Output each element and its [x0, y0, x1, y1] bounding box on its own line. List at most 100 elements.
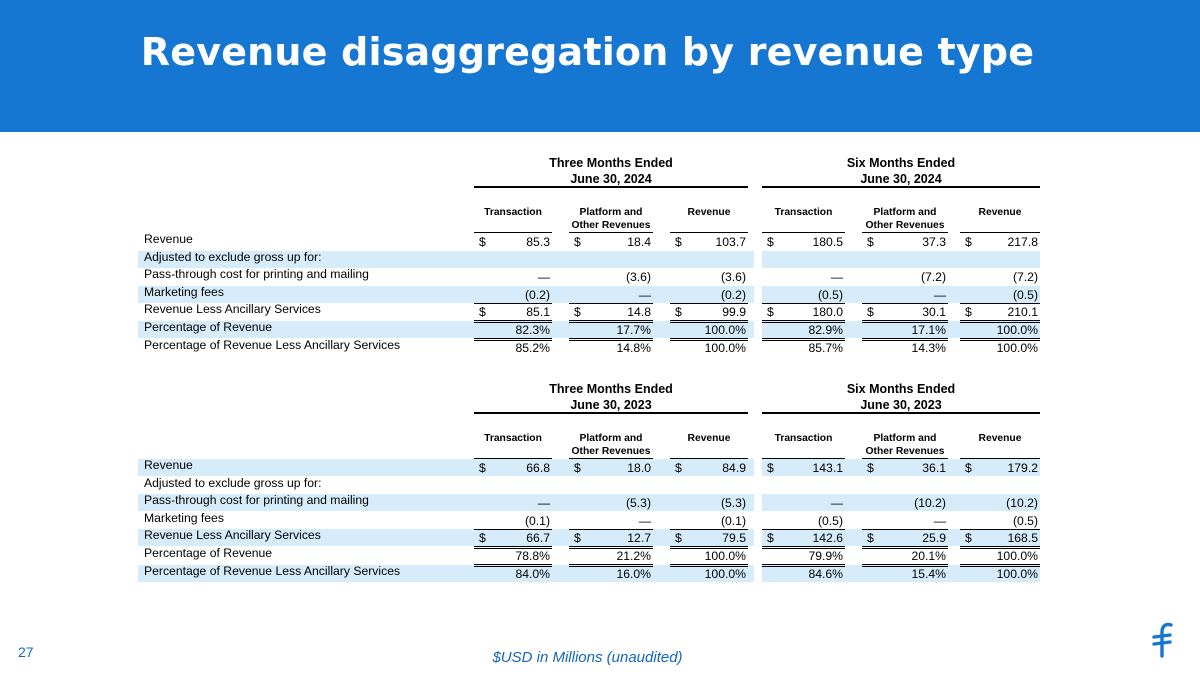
- subtotal-rule: [762, 529, 845, 531]
- period-header-line1: Three Months Ended: [549, 156, 673, 170]
- band-gap: [754, 459, 762, 476]
- column-header-line2: Other Revenues: [571, 446, 651, 457]
- row-label: Marketing fees: [144, 510, 224, 525]
- row-label: Revenue: [144, 458, 193, 472]
- column-header-line2: Transaction: [774, 433, 833, 444]
- period-header: Three Months Ended June 30, 2023: [474, 381, 748, 413]
- cell-value: 84.6%: [808, 566, 843, 581]
- table-cell: —: [762, 269, 845, 286]
- table-cell: (5.3): [670, 495, 748, 512]
- cell-value: 85.7%: [808, 340, 843, 355]
- period-header: Six Months Ended June 30, 2023: [762, 381, 1040, 413]
- column-header-line2: Revenue: [687, 433, 731, 444]
- column-header-underline: [569, 232, 653, 233]
- table-cell: [862, 478, 948, 495]
- table-cell: $142.6: [762, 530, 845, 547]
- table-cell: —: [474, 269, 552, 286]
- column-header: Revenue: [960, 206, 1040, 219]
- total-double-rule: [762, 320, 845, 323]
- flywire-f-logo-icon: [1152, 622, 1173, 658]
- percent-double-rule: [960, 563, 1040, 567]
- currency-symbol: $: [675, 305, 682, 320]
- percent-double-rule: [474, 563, 552, 567]
- subtotal-rule: [569, 529, 653, 531]
- subtotal-rule: [960, 303, 1040, 305]
- total-double-rule: [670, 546, 748, 549]
- column-header-underline: [569, 458, 653, 459]
- table-cell: 17.1%: [862, 322, 948, 339]
- column-header-underline: [762, 458, 845, 459]
- cell-value: 100.0%: [704, 340, 746, 355]
- column-header-line2: Transaction: [484, 207, 542, 218]
- currency-symbol: $: [965, 305, 972, 320]
- table-cell: $210.1: [960, 304, 1040, 321]
- table-cell: —: [569, 287, 653, 304]
- cell-value: —: [933, 513, 946, 528]
- currency-symbol: $: [965, 531, 972, 546]
- cell-value: 217.8: [1007, 235, 1039, 249]
- table-cell: (7.2): [862, 269, 948, 286]
- table-cell: $36.1: [862, 460, 948, 477]
- table-cell: $66.7: [474, 530, 552, 547]
- table-cell: 16.0%: [569, 566, 653, 583]
- cell-value: 30.1: [922, 305, 946, 320]
- currency-symbol: $: [867, 461, 874, 475]
- page-number: 27: [18, 644, 34, 660]
- table-cell: 79.9%: [762, 548, 845, 565]
- table-cell: (0.5): [960, 513, 1040, 530]
- cell-value: 85.1: [526, 305, 550, 320]
- cell-value: 18.0: [627, 461, 651, 475]
- cell-value: (0.2): [720, 287, 746, 302]
- cell-value: —: [830, 496, 843, 511]
- cell-value: 17.1%: [911, 323, 946, 337]
- row-shading: [138, 459, 1040, 476]
- cell-value: —: [638, 513, 651, 528]
- percent-double-rule: [670, 337, 748, 341]
- row-label: Pass-through cost for printing and maili…: [144, 493, 369, 508]
- period-header: Three Months Ended June 30, 2024: [474, 155, 748, 187]
- cell-value: (0.1): [524, 513, 550, 528]
- table-cell: —: [569, 513, 653, 530]
- row-shading: [138, 529, 1040, 547]
- row-label: Marketing fees: [144, 284, 224, 299]
- subtotal-rule: [862, 529, 948, 531]
- percent-double-rule: [569, 337, 653, 341]
- table-cell: 15.4%: [862, 566, 948, 583]
- table-cell: $103.7: [670, 234, 748, 251]
- row-label: Percentage of Revenue Less Ancillary Ser…: [144, 337, 401, 352]
- slide-title: Revenue disaggregation by revenue type: [140, 30, 1035, 74]
- table-cell: (0.1): [670, 513, 748, 530]
- percent-double-rule: [670, 563, 748, 567]
- subtotal-rule: [474, 529, 552, 531]
- column-header: Platform and Other Revenues: [569, 432, 653, 458]
- percent-double-rule: [762, 337, 845, 341]
- total-double-rule: [569, 320, 653, 323]
- table-cell: $30.1: [862, 304, 948, 321]
- column-header-line2: Transaction: [484, 433, 542, 444]
- table-cell: 85.2%: [474, 340, 552, 357]
- table-cell: 14.8%: [569, 340, 653, 357]
- financial-table-2024: Three Months Ended June 30, 2024 Six Month…: [138, 152, 1040, 367]
- cell-value: 66.8: [526, 461, 550, 475]
- cell-value: 99.9: [722, 305, 746, 320]
- column-header-underline: [474, 232, 552, 233]
- cell-value: 15.4%: [911, 566, 946, 581]
- cell-value: 100.0%: [704, 323, 746, 337]
- total-double-rule: [474, 320, 552, 323]
- cell-value: 12.7: [627, 531, 651, 546]
- subtotal-rule: [670, 303, 748, 305]
- band-gap: [754, 321, 762, 338]
- column-header-line2: Other Revenues: [865, 446, 945, 457]
- cell-value: 210.1: [1007, 305, 1039, 320]
- row-shading: [138, 321, 1040, 338]
- table-cell: (0.5): [762, 513, 845, 530]
- period-header-line2: June 30, 2024: [570, 172, 652, 186]
- table-cell: [474, 478, 552, 495]
- cell-value: (7.2): [920, 270, 946, 285]
- table-cell: 78.8%: [474, 548, 552, 565]
- table-cell: $12.7: [569, 530, 653, 547]
- cell-value: 25.9: [922, 531, 946, 546]
- table-cell: $143.1: [762, 460, 845, 477]
- table-cell: [960, 478, 1040, 495]
- table-cell: (3.6): [569, 269, 653, 286]
